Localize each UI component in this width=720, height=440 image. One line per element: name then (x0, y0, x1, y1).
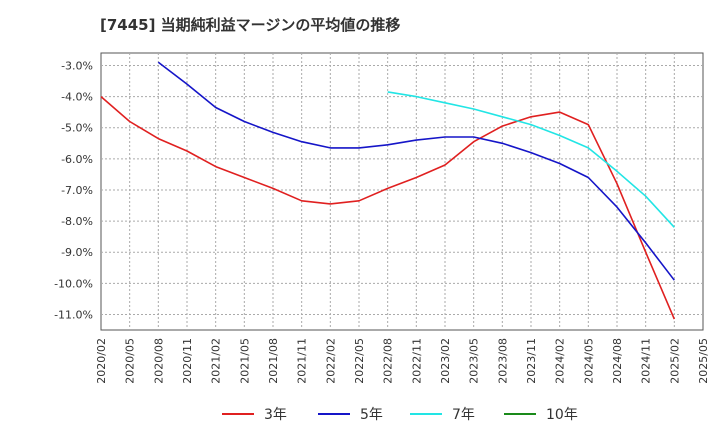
x-tick-label: 2020/08 (152, 338, 165, 384)
y-tick-label: -11.0% (54, 308, 93, 321)
legend-label-1: 5年 (360, 407, 383, 423)
x-tick-label: 2022/11 (410, 338, 423, 384)
x-tick-label: 2024/02 (554, 338, 567, 384)
y-tick-label: -5.0% (61, 122, 93, 135)
x-tick-label: 2024/11 (640, 338, 653, 384)
x-tick-label: 2025/02 (668, 338, 681, 384)
y-tick-label: -9.0% (61, 246, 93, 259)
x-tick-label: 2020/11 (181, 338, 194, 384)
legend: 3年 5年 7年 10年 (222, 407, 578, 423)
y-tick-label: -6.0% (61, 153, 93, 166)
x-tick-label: 2024/08 (611, 338, 624, 384)
y-tick-label: -10.0% (54, 277, 93, 290)
y-tick-label: -4.0% (61, 91, 93, 104)
series-lines (100, 61, 676, 320)
chart-title: [7445] 当期純利益マージンの平均値の推移 (100, 16, 401, 34)
y-axis-ticks: -3.0% -4.0% -5.0% -6.0% -7.0% -8.0% -9.0% -10.0… (54, 59, 93, 321)
x-tick-label: 2022/05 (353, 338, 366, 384)
x-tick-label: 2022/02 (324, 338, 337, 384)
y-tick-label: -7.0% (61, 184, 93, 197)
x-tick-label: 2021/02 (210, 338, 223, 384)
series-line-2 (387, 91, 675, 228)
series-line-0 (100, 95, 676, 320)
series-line-1 (157, 61, 675, 281)
x-tick-label: 2020/05 (124, 338, 137, 384)
legend-label-0: 3年 (264, 407, 287, 423)
legend-label-3: 10年 (546, 407, 578, 423)
x-tick-label: 2023/02 (439, 338, 452, 384)
x-tick-label: 2025/05 (697, 338, 710, 384)
legend-label-2: 7年 (452, 407, 475, 423)
x-tick-label: 2021/11 (296, 338, 309, 384)
x-tick-label: 2021/08 (267, 338, 280, 384)
x-tick-label: 2023/05 (468, 338, 481, 384)
x-tick-label: 2023/11 (525, 338, 538, 384)
y-tick-label: -3.0% (61, 59, 93, 72)
x-tick-label: 2023/08 (496, 338, 509, 384)
x-tick-label: 2024/05 (582, 338, 595, 384)
x-axis-ticks: 2020/02 2020/05 2020/08 2020/11 2021/02 2021/… (95, 338, 710, 384)
x-tick-label: 2020/02 (95, 338, 108, 384)
y-tick-label: -8.0% (61, 215, 93, 228)
x-tick-label: 2021/05 (238, 338, 251, 384)
x-tick-label: 2022/08 (382, 338, 395, 384)
